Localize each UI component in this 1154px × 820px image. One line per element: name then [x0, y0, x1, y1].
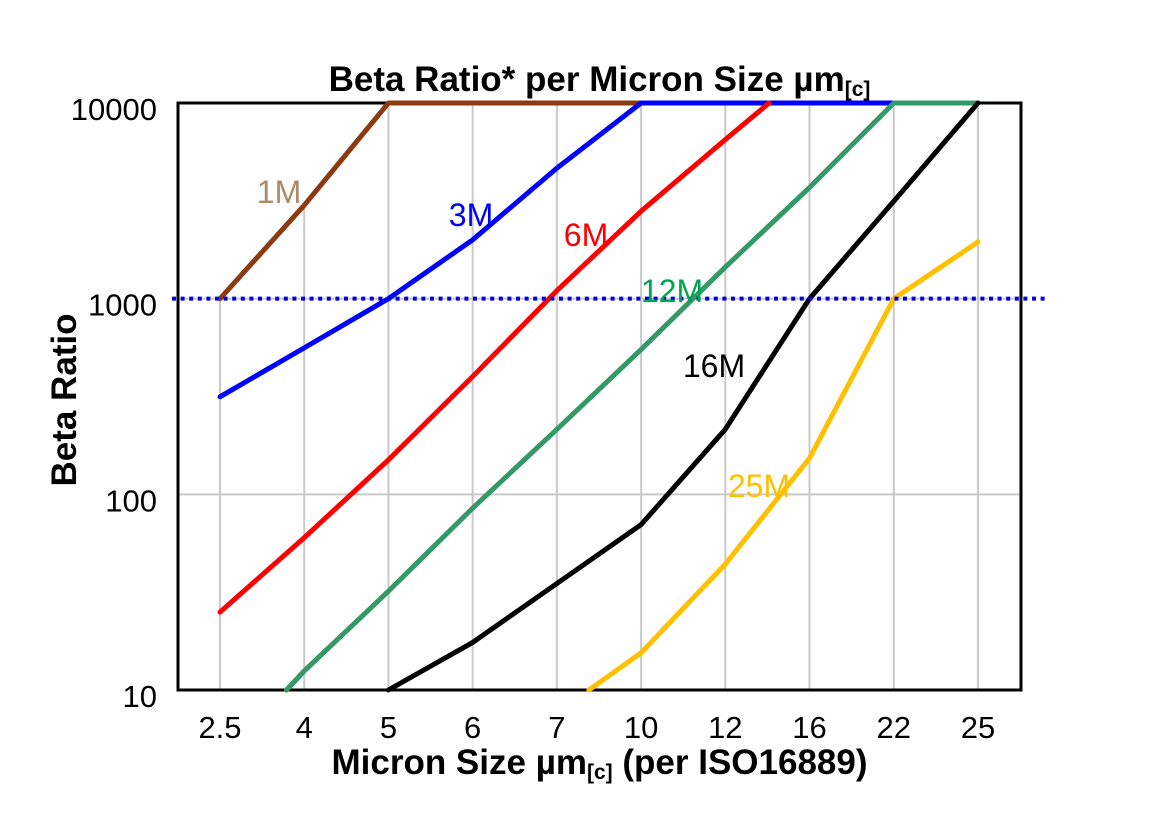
x-axis-title-unit-subscript: [c]: [587, 760, 613, 784]
x-tick-label-22: 22: [877, 710, 911, 745]
x-tick-label-12: 12: [708, 710, 742, 745]
x-tick-label-2.5: 2.5: [198, 710, 241, 745]
series-line-3M: [217, 100, 981, 400]
y-tick-label-100: 100: [105, 483, 157, 518]
series-line-1M: [217, 100, 644, 302]
chart-title-text: Beta Ratio* per Micron Size: [328, 60, 794, 99]
chart-title-unit: µm: [793, 60, 845, 99]
x-tick-label-6: 6: [464, 710, 481, 745]
series-label-1M: 1M: [257, 174, 301, 210]
series-line-6M: [217, 100, 772, 615]
series-label-25M: 25M: [728, 468, 790, 504]
chart-title-unit-subscript: [c]: [844, 77, 871, 101]
x-axis-title-text: Micron Size: [331, 743, 536, 782]
x-tick-label-7: 7: [548, 710, 565, 745]
x-axis-title: Micron Size µm[c] (per ISO16889): [178, 743, 1021, 784]
x-axis-title-suffix: (per ISO16889): [612, 743, 868, 782]
x-tick-label-25: 25: [961, 710, 995, 745]
series-line-16M: [385, 100, 981, 693]
y-axis-title: Beta Ratio: [45, 313, 84, 487]
series-line-25M: [586, 239, 981, 693]
x-tick-label-10: 10: [624, 710, 658, 745]
x-tick-label-5: 5: [380, 710, 397, 745]
y-tick-label-10000: 10000: [71, 92, 157, 127]
series-label-12M: 12M: [641, 273, 703, 309]
series-label-16M: 16M: [683, 348, 745, 384]
series-line-12M: [284, 100, 981, 693]
x-tick-label-16: 16: [792, 710, 826, 745]
x-tick-label-4: 4: [296, 710, 313, 745]
series-label-6M: 6M: [564, 217, 608, 253]
y-tick-label-10: 10: [123, 679, 157, 714]
series-label-3M: 3M: [449, 197, 493, 233]
x-axis-title-unit: µm: [535, 743, 587, 782]
y-tick-label-1000: 1000: [88, 288, 157, 323]
chart-title: Beta Ratio* per Micron Size µm[c]: [178, 60, 1021, 101]
